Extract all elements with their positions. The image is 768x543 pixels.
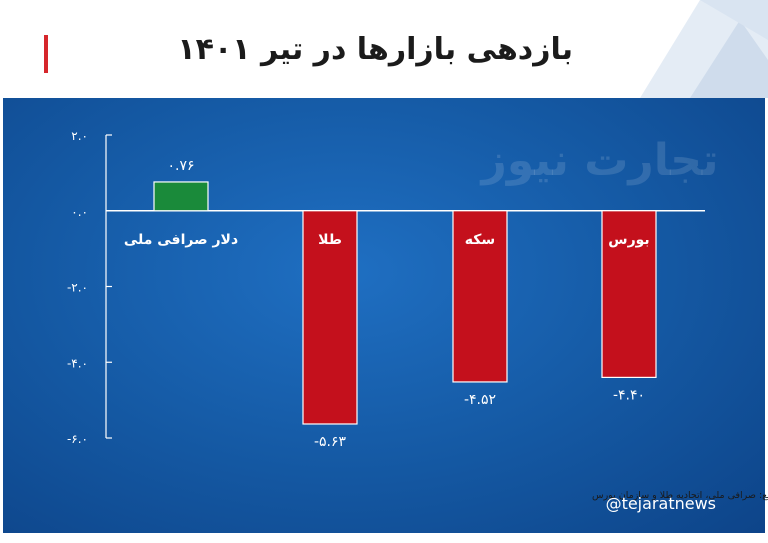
category-label: طلا (318, 232, 342, 248)
y-tick-label: -۴.۰ (67, 356, 88, 370)
social-handle: @tejaratnews (606, 494, 716, 513)
bar-value-label: -۴.۴۰ (613, 387, 645, 403)
y-tick-label: -۶.۰ (67, 432, 88, 446)
y-tick-label: ۲.۰ (71, 129, 88, 143)
y-tick-label: ۰.۰ (71, 205, 88, 219)
accent-bar (44, 35, 48, 73)
watermark: تجارت نیوز (479, 135, 718, 186)
bar (601, 210, 657, 378)
category-label: سکه (465, 232, 495, 248)
header: بازدهی بازارها در تیر ۱۴۰۱ (0, 0, 768, 98)
category-label: بورس (608, 232, 649, 248)
bar-value-label: ۰.۷۶ (167, 158, 194, 174)
bar (302, 210, 358, 425)
page-title: بازدهی بازارها در تیر ۱۴۰۱ (177, 32, 573, 67)
bar (452, 210, 508, 383)
header-decoration (640, 0, 768, 98)
footer-gap (0, 533, 768, 543)
bar-value-label: -۵.۶۳ (314, 434, 347, 450)
category-label: دلار صرافی ملی (124, 232, 238, 248)
bar (153, 181, 209, 212)
bar-value-label: -۴.۵۲ (464, 392, 496, 408)
source-note: منبع: صرافی ملی، اتحادیه طلا و سازمان بو… (592, 490, 768, 501)
y-tick-label: -۲.۰ (67, 281, 88, 295)
